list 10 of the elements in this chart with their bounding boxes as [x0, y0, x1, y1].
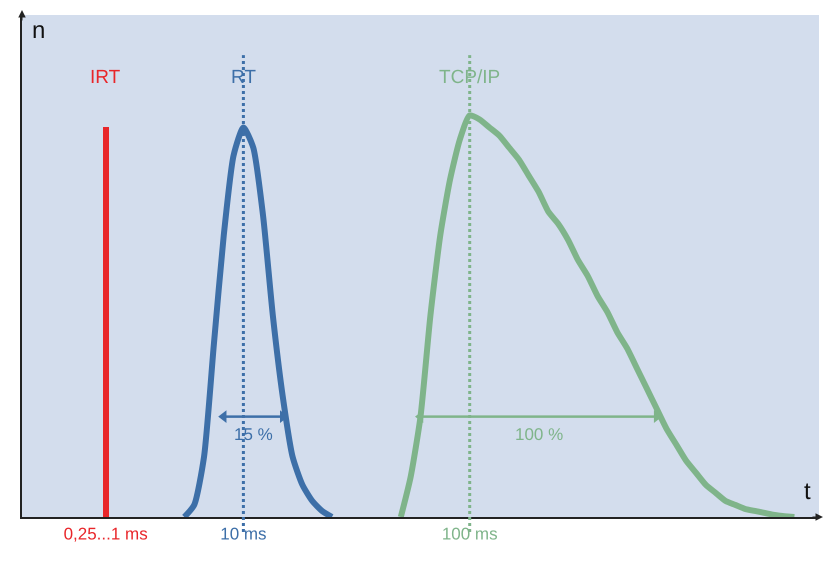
x-tick-label: 100 ms	[442, 524, 498, 544]
annotation: 15 %	[234, 425, 273, 444]
x-tick-label: 0,25...1 ms	[64, 524, 148, 544]
annotation: 100 %	[515, 425, 564, 444]
series-label: TCP/IP	[439, 67, 500, 88]
text: RT	[231, 67, 256, 88]
text: IRT	[90, 67, 121, 88]
x-tick-label: 10 ms	[220, 524, 267, 544]
y-axis-title: n	[32, 17, 46, 44]
x-axis-title: t	[804, 478, 811, 505]
